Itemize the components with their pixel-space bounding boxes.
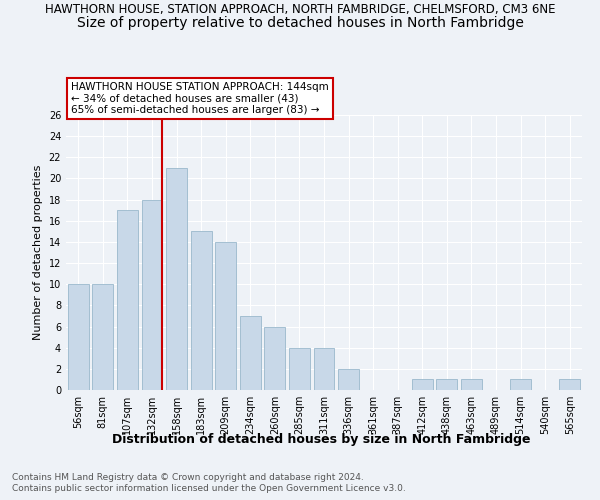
Bar xyxy=(240,316,261,390)
Text: Distribution of detached houses by size in North Fambridge: Distribution of detached houses by size … xyxy=(112,432,530,446)
Text: Contains HM Land Registry data © Crown copyright and database right 2024.: Contains HM Land Registry data © Crown c… xyxy=(12,472,364,482)
Bar xyxy=(142,200,163,390)
Text: Contains public sector information licensed under the Open Government Licence v3: Contains public sector information licen… xyxy=(12,484,406,493)
Bar xyxy=(215,242,236,390)
Bar xyxy=(461,380,482,390)
Bar xyxy=(191,232,212,390)
Y-axis label: Number of detached properties: Number of detached properties xyxy=(33,165,43,340)
Bar xyxy=(92,284,113,390)
Bar xyxy=(436,380,457,390)
Bar xyxy=(412,380,433,390)
Bar xyxy=(510,380,531,390)
Bar xyxy=(265,326,286,390)
Bar xyxy=(289,348,310,390)
Bar xyxy=(68,284,89,390)
Bar xyxy=(117,210,138,390)
Bar xyxy=(338,369,359,390)
Bar xyxy=(166,168,187,390)
Text: HAWTHORN HOUSE, STATION APPROACH, NORTH FAMBRIDGE, CHELMSFORD, CM3 6NE: HAWTHORN HOUSE, STATION APPROACH, NORTH … xyxy=(45,2,555,16)
Text: HAWTHORN HOUSE STATION APPROACH: 144sqm
← 34% of detached houses are smaller (43: HAWTHORN HOUSE STATION APPROACH: 144sqm … xyxy=(71,82,329,115)
Bar xyxy=(559,380,580,390)
Text: Size of property relative to detached houses in North Fambridge: Size of property relative to detached ho… xyxy=(77,16,523,30)
Bar xyxy=(314,348,334,390)
